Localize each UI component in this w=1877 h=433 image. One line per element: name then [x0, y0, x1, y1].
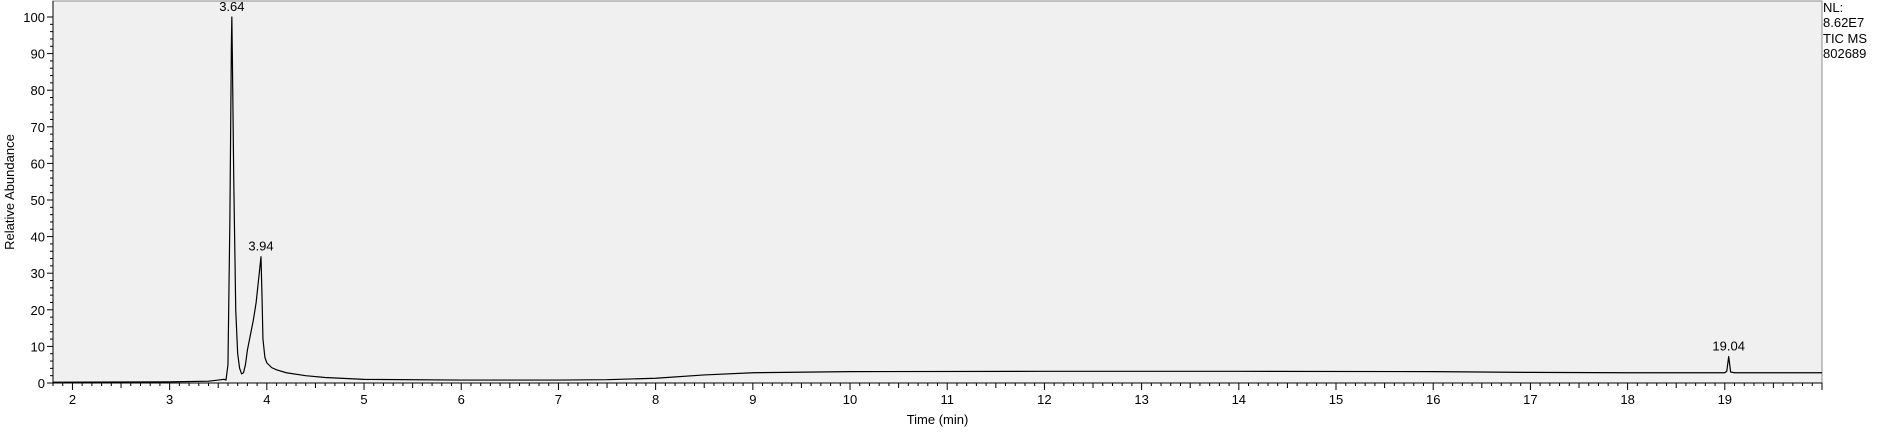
y-tick-label-30: 30: [31, 266, 45, 281]
y-tick-label-40: 40: [31, 230, 45, 245]
peak-label-1: 3.94: [248, 239, 273, 254]
y-tick-label-90: 90: [31, 47, 45, 62]
y-tick-label-60: 60: [31, 156, 45, 171]
y-tick-label-50: 50: [31, 193, 45, 208]
peak-label-layer: 3.64 3.94 19.04: [219, 0, 1745, 354]
y-tick-label-0: 0: [38, 376, 45, 391]
x-tick-label-14: 14: [1232, 392, 1246, 407]
x-tick-label-11: 11: [940, 392, 954, 407]
x-tick-label-5: 5: [360, 392, 367, 407]
peak-label-2: 19.04: [1712, 339, 1745, 354]
trace-line-0: [52, 16, 1822, 383]
x-tick-label-15: 15: [1329, 392, 1343, 407]
y-tick-label-70: 70: [31, 120, 45, 135]
x-tick-label-19: 19: [1718, 392, 1732, 407]
y-tick-label-80: 80: [31, 83, 45, 98]
y-tick-label-10: 10: [31, 339, 45, 354]
x-tick-label-18: 18: [1620, 392, 1634, 407]
x-tick-label-12: 12: [1037, 392, 1051, 407]
axes-layer: 2 3 4 5 6 7 8 9 10 11 12 13 14 15 16 17 18 19 0 10 20 30 40 50 6…: [23, 1, 1823, 407]
trace-type-label: TIC MS: [1823, 31, 1868, 46]
x-tick-label-9: 9: [749, 392, 756, 407]
x-tick-label-10: 10: [843, 392, 857, 407]
x-tick-label-2: 2: [69, 392, 76, 407]
trace-layer: [52, 16, 1822, 383]
file-number-label: 802689: [1823, 46, 1867, 61]
nl-value: 8.62E7: [1823, 15, 1865, 30]
x-tick-label-6: 6: [458, 392, 465, 407]
y-axis-title: Relative Abundance: [2, 134, 17, 250]
y-tick-label-20: 20: [31, 303, 45, 318]
x-tick-label-16: 16: [1426, 392, 1440, 407]
x-tick-label-4: 4: [263, 392, 270, 407]
x-tick-label-13: 13: [1134, 392, 1148, 407]
nl-label: NL:: [1823, 0, 1844, 15]
x-tick-label-7: 7: [555, 392, 562, 407]
plot-area: [52, 0, 1823, 384]
x-axis-title: Time (min): [907, 412, 969, 427]
peak-label-0: 3.64: [219, 0, 244, 14]
y-tick-label-100: 100: [23, 10, 45, 25]
x-tick-label-17: 17: [1523, 392, 1537, 407]
x-tick-label-3: 3: [166, 392, 173, 407]
x-tick-label-8: 8: [652, 392, 659, 407]
